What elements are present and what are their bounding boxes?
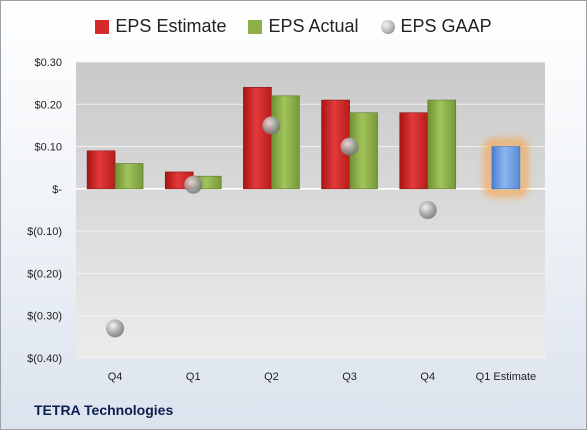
x-tick-label: Q1	[186, 371, 201, 383]
legend-swatch-eps-gaap	[380, 19, 395, 34]
marker-eps-gaap	[106, 319, 125, 338]
legend-item-eps-estimate: EPS Estimate	[95, 16, 226, 37]
legend-label-eps-actual: EPS Actual	[268, 16, 359, 36]
bar-eps-estimate	[399, 112, 429, 190]
legend-item-eps-actual: EPS Actual	[248, 16, 359, 37]
plot-area	[76, 62, 545, 358]
legend-swatch-eps-actual	[248, 19, 263, 34]
bar-eps-actual	[271, 95, 300, 190]
y-tick-label: $-	[52, 184, 62, 196]
x-tick-label: Q2	[264, 371, 279, 383]
y-tick-label: $0.30	[34, 57, 62, 69]
legend-item-eps-gaap: EPS GAAP	[380, 16, 492, 37]
bar-eps-actual	[114, 163, 144, 190]
y-tick-label: $(0.40)	[27, 353, 62, 365]
forecast-glow	[484, 139, 527, 196]
marker-eps-gaap	[262, 116, 281, 135]
legend-swatch-eps-estimate	[95, 19, 110, 34]
gaap-markers	[106, 116, 437, 338]
x-axis-ticks: Q4 Q1 Q2 Q3 Q4 Q1 Estimate	[108, 371, 536, 383]
y-tick-label: $(0.10)	[27, 226, 62, 238]
y-axis-ticks: $0.30 $0.20 $0.10 $- $(0.10) $(0.20) $(0.30) $(…	[27, 57, 62, 365]
marker-eps-gaap	[340, 137, 359, 156]
x-tick-label: Q1 Estimate	[476, 371, 537, 383]
bar-eps-estimate	[86, 150, 116, 190]
bar-eps-actual	[427, 99, 457, 190]
y-tick-label: $(0.30)	[27, 311, 62, 323]
bar-q1-estimate	[491, 146, 521, 190]
y-tick-label: $0.20	[34, 99, 62, 111]
y-tick-label: $(0.20)	[27, 268, 62, 280]
legend-label-eps-gaap: EPS GAAP	[400, 16, 492, 36]
x-tick-label: Q4	[420, 371, 435, 383]
y-tick-label: $0.10	[34, 142, 62, 154]
marker-eps-gaap	[418, 201, 437, 219]
x-tick-label: Q3	[342, 371, 357, 383]
legend-label-eps-estimate: EPS Estimate	[115, 16, 227, 36]
marker-eps-gaap	[184, 175, 203, 194]
chart-legend: EPS Estimate EPS Actual EPS GAAP	[0, 16, 587, 37]
x-tick-label: Q4	[108, 371, 123, 383]
company-name: TETRA Technologies	[34, 402, 174, 418]
bar-eps-estimate	[243, 87, 272, 190]
gridlines	[76, 61, 545, 359]
